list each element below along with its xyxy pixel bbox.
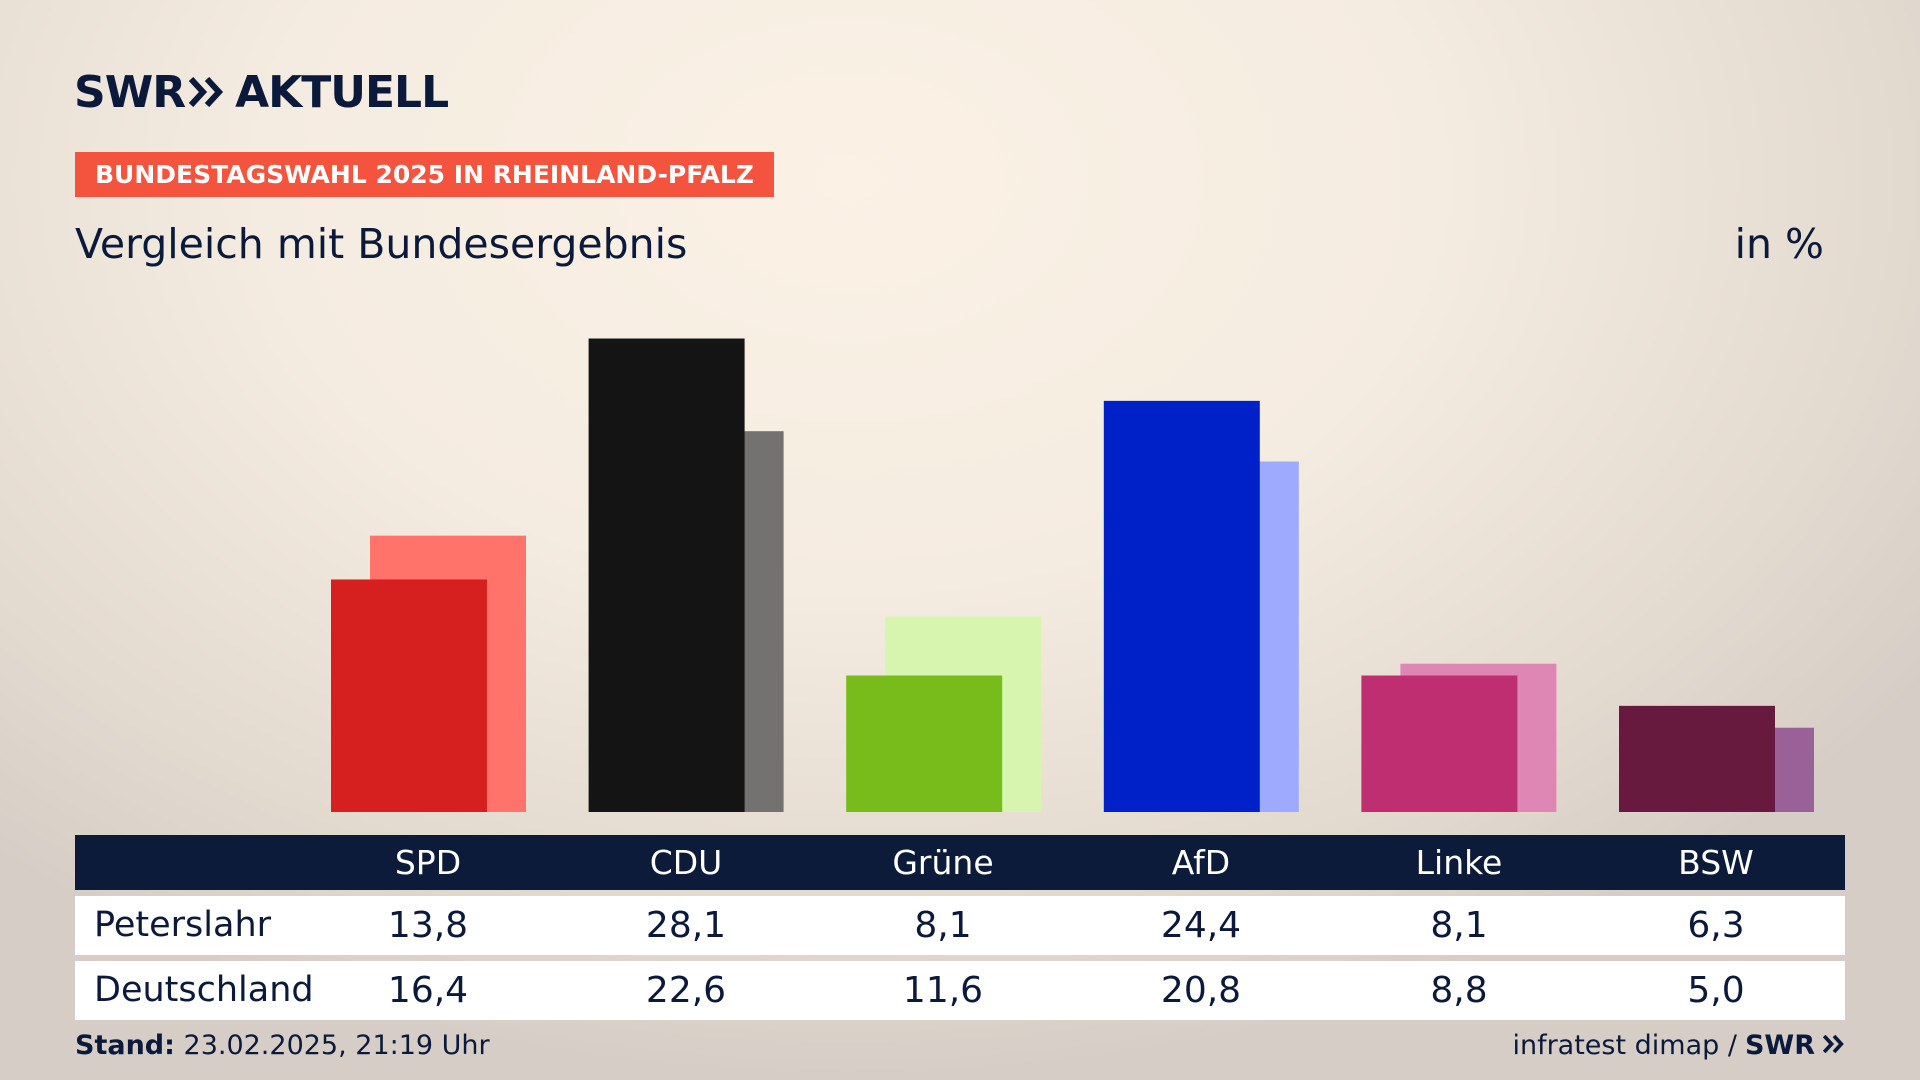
stand-label: Stand: — [75, 1030, 175, 1061]
bar-peterslahr-spd — [331, 579, 487, 812]
unit-label: in % — [1734, 220, 1824, 268]
table-cell: 6,3 — [1687, 905, 1745, 946]
bar-peterslahr-gruene — [846, 675, 1003, 812]
table-cell: 22,6 — [645, 970, 727, 1011]
table-cell: 8,1 — [914, 905, 972, 946]
table-cell: 24,4 — [1160, 905, 1242, 946]
header-cell-cdu: CDU — [649, 843, 723, 882]
logo-swr-text: SWR — [74, 66, 186, 118]
table-cell: 16,4 — [387, 970, 469, 1011]
table-cell: 5,0 — [1687, 970, 1745, 1011]
logo-aktuell-text: AKTUELL — [235, 66, 449, 118]
table-cell: 20,8 — [1160, 970, 1242, 1011]
header-cell-spd: SPD — [394, 843, 462, 882]
header-cell-linke: Linke — [1415, 843, 1503, 882]
stand-value: 23.02.2025, 21:19 Uhr — [183, 1030, 490, 1061]
bar-chart — [331, 338, 1814, 812]
table-cell: 8,8 — [1430, 970, 1488, 1011]
header-cell-afd: AfD — [1171, 843, 1231, 882]
swr-aktuell-logo: SWR AKTUELL — [74, 66, 449, 118]
source-brand: SWR — [1744, 1030, 1815, 1061]
header-cell-bsw: BSW — [1678, 843, 1754, 882]
table-cell: 13,8 — [387, 905, 469, 946]
row-label-deutschland: Deutschland — [94, 970, 314, 1010]
bar-peterslahr-afd — [1103, 400, 1260, 812]
chevron-double-right-icon — [188, 67, 225, 118]
table-row: Peterslahr 13,8 28,1 8,1 24,4 8,1 6,3 — [75, 896, 1845, 955]
election-badge: BUNDESTAGSWAHL 2025 IN RHEINLAND-PFALZ — [75, 152, 774, 197]
bar-peterslahr-linke — [1361, 675, 1518, 812]
source-text: infratest dimap / — [1512, 1030, 1737, 1061]
timestamp: Stand: 23.02.2025, 21:19 Uhr — [75, 1030, 490, 1061]
table-row: Deutschland 16,4 22,6 11,6 20,8 8,8 5,0 — [75, 961, 1845, 1020]
source-credit: infratest dimap / SWR — [1512, 1030, 1845, 1061]
chart-subtitle: Vergleich mit Bundesergebnis — [75, 220, 688, 268]
table-header: SPD CDU Grüne AfD Linke BSW — [75, 835, 1845, 890]
bar-peterslahr-cdu — [588, 338, 745, 812]
results-table: SPD CDU Grüne AfD Linke BSW Peterslahr 1… — [75, 835, 1845, 1020]
row-label-peterslahr: Peterslahr — [94, 905, 272, 945]
chevron-double-right-icon — [1822, 1030, 1845, 1061]
table-cell: 11,6 — [902, 970, 984, 1011]
header-cell-gruene: Grüne — [892, 843, 994, 882]
table-cell: 28,1 — [645, 905, 727, 946]
table-cell: 8,1 — [1430, 905, 1488, 946]
bar-peterslahr-bsw — [1619, 705, 1775, 812]
